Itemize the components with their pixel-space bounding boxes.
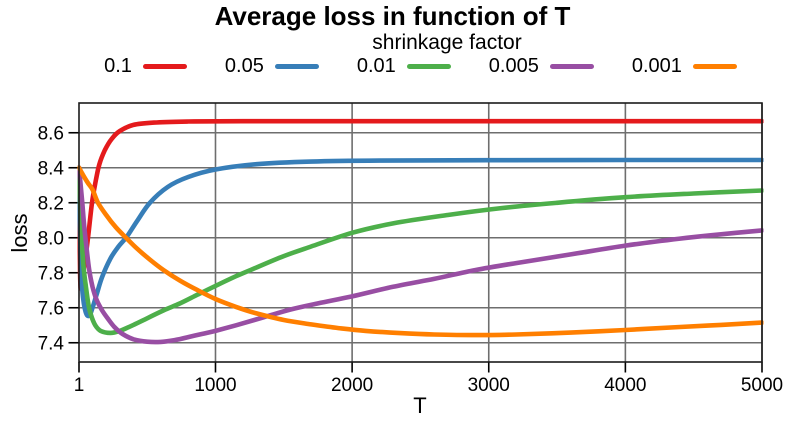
series-line-0.001 — [77, 165, 764, 338]
legend-item-0.1: 0.1 — [104, 56, 187, 76]
axis-ticks — [68, 131, 763, 373]
legend-swatch-icon — [549, 63, 594, 69]
x-tick-label: 1000 — [194, 375, 236, 396]
x-tick-label: 5000 — [741, 375, 783, 396]
chart-title: Average loss in function of T — [214, 1, 571, 31]
y-tick-label: 8.0 — [38, 228, 64, 249]
series-line-0.005 — [77, 165, 764, 345]
legend-item-0.05: 0.05 — [225, 56, 319, 76]
plot-border — [78, 102, 763, 363]
y-tick-label: 7.4 — [38, 333, 65, 354]
series-line-0.05 — [77, 157, 764, 319]
tick-labels: 7.4 7.6 7.8 8.0 8.2 8.4 8.6 1 1000 2000 3000 4000 50… — [38, 123, 784, 396]
x-axis-label: T — [413, 393, 427, 418]
legend-item-0.001: 0.001 — [632, 56, 737, 76]
legend-label: 0.01 — [356, 55, 396, 77]
y-tick-label: 8.4 — [38, 158, 65, 179]
legend-swatch-icon — [692, 63, 737, 69]
legend-swatch-icon — [406, 63, 451, 69]
y-tick-label: 8.6 — [38, 123, 64, 144]
legend-swatch-icon — [274, 63, 319, 69]
y-tick-label: 7.6 — [38, 298, 64, 319]
series-line-0.01 — [77, 165, 764, 336]
grid-lines — [79, 103, 763, 362]
legend-title: shrinkage factor — [372, 31, 522, 54]
legend-item-0.01: 0.01 — [357, 56, 451, 76]
legend-label: 0.05 — [224, 55, 264, 77]
x-tick-label: 4000 — [604, 375, 646, 396]
x-tick-label: 3000 — [468, 375, 510, 396]
series-lines — [77, 118, 764, 345]
legend-label: 0.005 — [488, 55, 539, 77]
y-axis-label: loss — [7, 213, 32, 253]
x-tick-label: 1 — [74, 375, 85, 396]
legend-swatch-icon — [142, 63, 187, 69]
series-line-0.1 — [77, 118, 764, 291]
legend-label: 0.1 — [104, 55, 132, 77]
y-tick-label: 7.8 — [38, 263, 64, 284]
y-tick-label: 8.2 — [38, 193, 64, 214]
legend-label: 0.001 — [631, 55, 682, 77]
legend: 0.1 0.05 0.01 0.005 0.001 — [79, 54, 762, 78]
legend-item-0.005: 0.005 — [489, 56, 594, 76]
x-tick-label: 2000 — [331, 375, 373, 396]
